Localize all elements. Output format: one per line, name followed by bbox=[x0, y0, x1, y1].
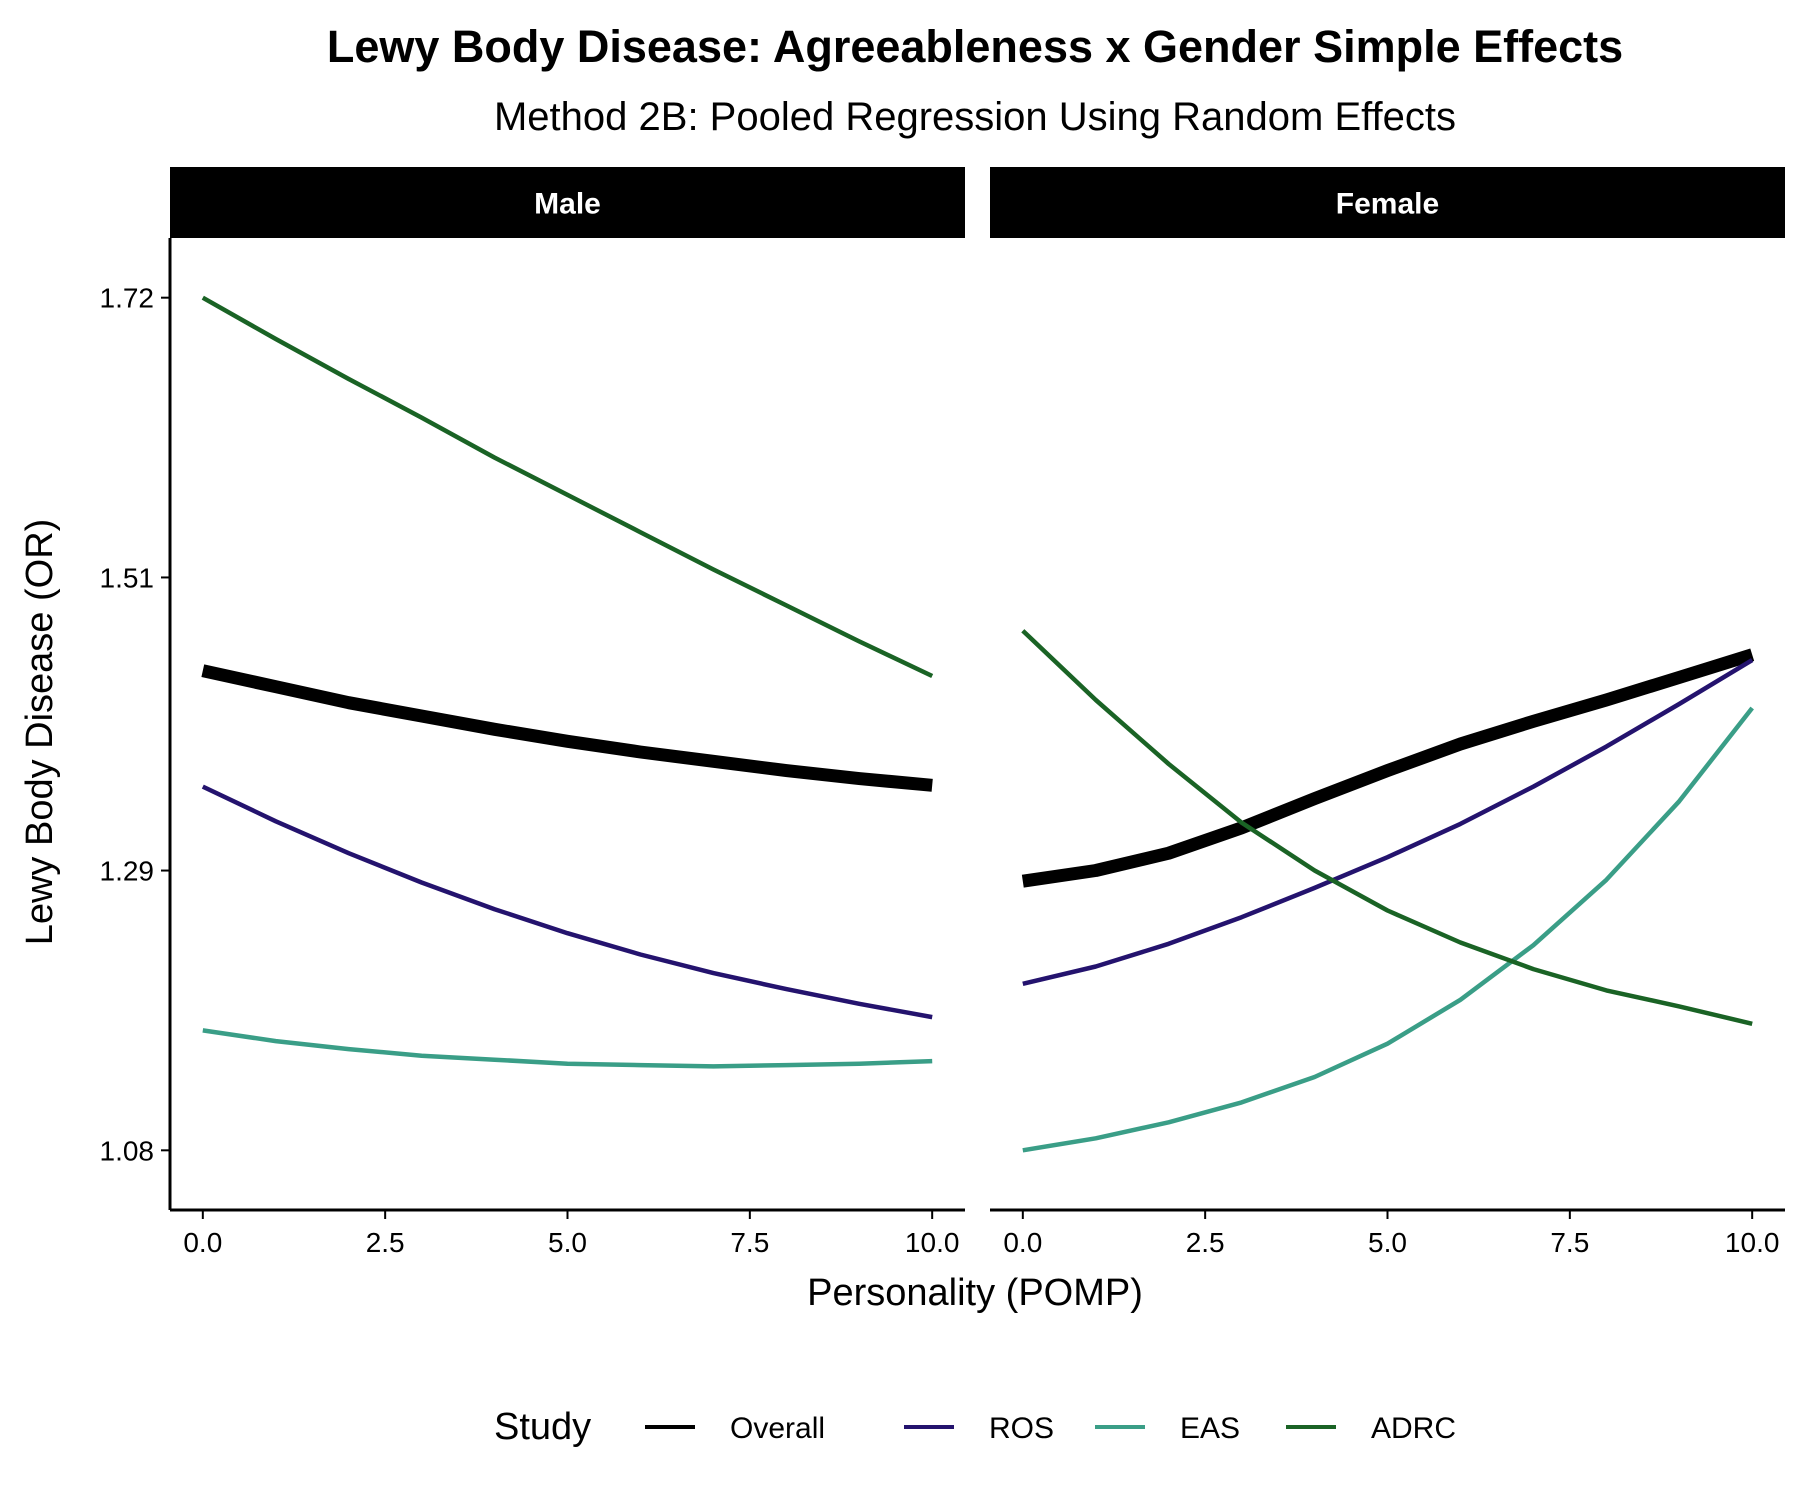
x-tick-label: 0.0 bbox=[1003, 1227, 1042, 1258]
y-tick-label: 1.51 bbox=[100, 562, 155, 593]
x-tick-label: 10.0 bbox=[905, 1227, 960, 1258]
legend: Study Overall ROS EAS ADRC bbox=[494, 1406, 1456, 1448]
y-tick-label: 1.29 bbox=[100, 856, 155, 887]
strip-female bbox=[990, 167, 1785, 238]
legend-item-eas: EAS bbox=[1095, 1412, 1240, 1445]
y-tick-label: 1.08 bbox=[100, 1135, 155, 1166]
x-tick-label: 0.0 bbox=[183, 1227, 222, 1258]
legend-item-overall: Overall bbox=[645, 1412, 825, 1445]
legend-label-ros: ROS bbox=[989, 1412, 1054, 1445]
x-tick-label: 2.5 bbox=[366, 1227, 405, 1258]
legend-item-adrc: ADRC bbox=[1286, 1412, 1456, 1445]
series-line-eas-male bbox=[202, 1028, 933, 1069]
x-tick-label: 2.5 bbox=[1186, 1227, 1225, 1258]
y-tick-label: 1.72 bbox=[100, 283, 155, 314]
series-line-overall-female bbox=[1021, 648, 1755, 888]
series-line-ros-female bbox=[1022, 658, 1754, 986]
series-line-adrc-female bbox=[1021, 629, 1753, 1026]
strip-label-male: Male bbox=[534, 188, 601, 221]
x-tick-label: 10.0 bbox=[1725, 1227, 1780, 1258]
strip-label-female: Female bbox=[1336, 188, 1439, 221]
series-line-adrc-male bbox=[201, 295, 934, 679]
x-tick-label: 5.0 bbox=[548, 1227, 587, 1258]
x-axis-title: Personality (POMP) bbox=[807, 1272, 1143, 1314]
series-line-eas-female bbox=[1022, 706, 1754, 1153]
series-line-ros-male bbox=[201, 784, 933, 1020]
series-line-overall-male bbox=[201, 664, 933, 792]
legend-title: Study bbox=[494, 1406, 591, 1448]
strip-male bbox=[170, 167, 965, 238]
panel-female: Female 0.0 2.5 5.0 7.5 10.0 bbox=[990, 167, 1785, 1258]
legend-item-ros: ROS bbox=[904, 1412, 1054, 1445]
x-tick-label: 7.5 bbox=[1550, 1227, 1589, 1258]
y-axis-title: Lewy Body Disease (OR) bbox=[19, 519, 61, 946]
legend-label-overall: Overall bbox=[730, 1412, 825, 1445]
panel-male: Male 1.08 1.29 1.51 1.72 0.0 2.5 5.0 7.5 10.0 bbox=[100, 167, 965, 1258]
chart-title: Lewy Body Disease: Agreeableness x Gende… bbox=[327, 21, 1623, 72]
legend-label-adrc: ADRC bbox=[1371, 1412, 1456, 1445]
chart-subtitle: Method 2B: Pooled Regression Using Rando… bbox=[494, 95, 1456, 139]
legend-label-eas: EAS bbox=[1180, 1412, 1240, 1445]
x-tick-label: 7.5 bbox=[730, 1227, 769, 1258]
x-tick-label: 5.0 bbox=[1368, 1227, 1407, 1258]
